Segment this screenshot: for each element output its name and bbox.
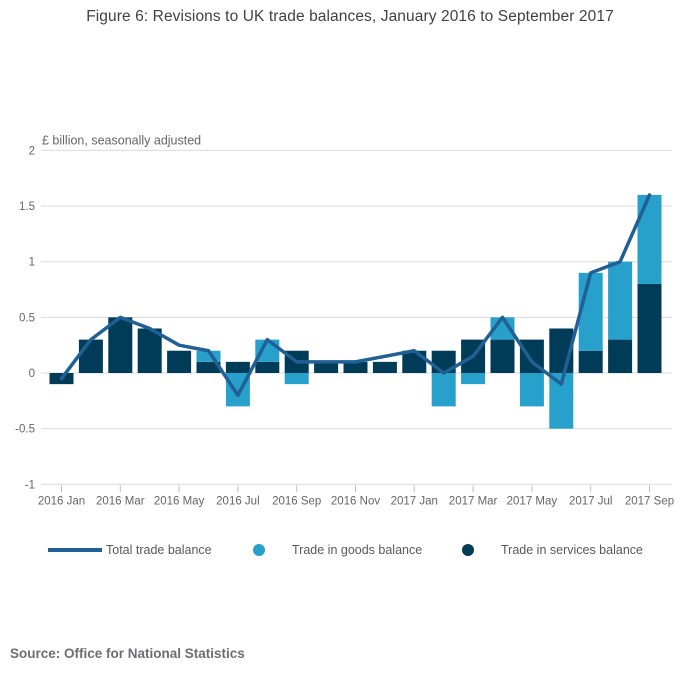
y-tick-label: 1.5 (19, 201, 35, 213)
bar-goods (461, 373, 486, 385)
bar-services (78, 339, 103, 373)
bar-services (196, 361, 221, 373)
bar-goods (608, 261, 633, 340)
x-tick-label: 2017 May (507, 495, 558, 507)
legend-item-total: Total trade balance (48, 540, 212, 560)
x-tick-label: 2016 May (154, 495, 205, 507)
bar-services (255, 361, 280, 373)
y-tick-label: 0 (29, 368, 35, 380)
legend-label-total: Total trade balance (106, 543, 212, 557)
bar-services (167, 350, 192, 373)
chart-title: Figure 6: Revisions to UK trade balances… (86, 8, 614, 25)
bar-services (225, 361, 250, 373)
legend-item-goods: Trade in goods balance (253, 540, 422, 560)
unit-label: £ billion, seasonally adjusted (42, 133, 201, 147)
y-tick-label: -1 (25, 479, 35, 491)
y-tick-label: 1 (29, 257, 35, 269)
bar-goods (637, 194, 662, 284)
bar-services (490, 339, 515, 373)
bar-goods (431, 373, 456, 407)
bar-services (578, 350, 603, 373)
bar-services (637, 283, 662, 373)
services-swatch-icon (462, 544, 474, 556)
x-tick-label: 2017 Jul (569, 495, 612, 507)
bar-goods (519, 373, 544, 407)
x-tick-label: 2016 Jan (38, 495, 85, 507)
bar-services (372, 361, 397, 373)
x-tick-label: 2017 Sep (625, 495, 674, 507)
bar-services (608, 339, 633, 373)
y-tick-label: 2 (29, 145, 35, 157)
legend-label-goods: Trade in goods balance (292, 543, 423, 557)
x-tick-label: 2016 Nov (331, 495, 380, 507)
bar-services (343, 361, 368, 373)
x-tick-label: 2017 Jan (391, 495, 438, 507)
legend-label-services: Trade in services balance (501, 543, 643, 557)
x-tick-label: 2017 Mar (449, 495, 498, 507)
x-tick-label: 2016 Sep (272, 495, 321, 507)
bar-services (314, 361, 339, 373)
x-tick-label: 2016 Mar (96, 495, 145, 507)
total-line-swatch (48, 548, 102, 552)
bar-services (137, 328, 162, 373)
y-tick-label: 0.5 (19, 312, 35, 324)
legend-item-services: Trade in services balance (462, 540, 643, 560)
chart-legend: Total trade balance Trade in goods balan… (0, 540, 700, 560)
bar-services (108, 317, 133, 373)
y-tick-label: -0.5 (15, 424, 35, 436)
source-text: Source: Office for National Statistics (10, 646, 245, 661)
bar-goods (196, 350, 221, 362)
x-tick-label: 2016 Jul (216, 495, 259, 507)
bar-goods (578, 272, 603, 351)
goods-swatch-icon (253, 544, 265, 556)
total-trade-line (59, 193, 652, 398)
bar-goods (284, 373, 309, 385)
